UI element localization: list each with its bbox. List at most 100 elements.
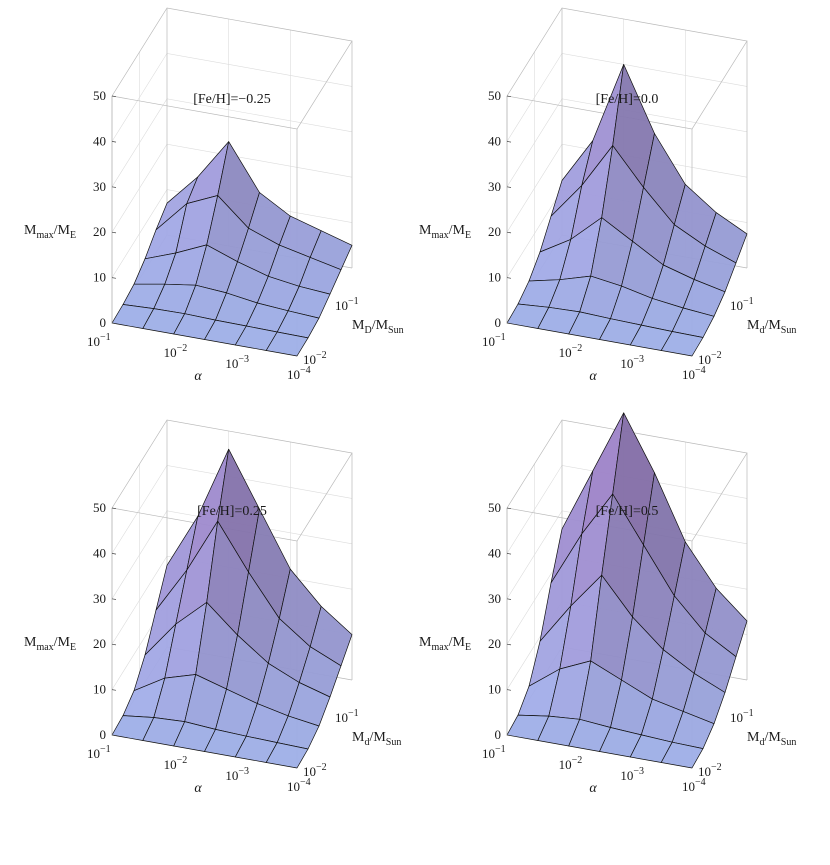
panel-title: [Fe/H]=0.25 [197,504,267,519]
z-tick-mark [111,643,117,646]
y-tick-label: 10−2 [698,762,722,779]
z-tick-label: 10 [488,270,501,285]
x-tick-label: 10−1 [87,332,111,349]
z-tick-label: 20 [93,636,106,651]
z-tick-label: 0 [495,727,502,742]
z-tick-mark [506,507,512,510]
z-tick-mark [111,553,117,555]
z-tick-label: 20 [93,224,106,239]
panel-title: [Fe/H]=−0.25 [193,92,271,107]
x-axis-label: α [194,369,202,384]
z-tick-mark [506,643,512,646]
z-tick-label: 20 [488,224,501,239]
z-tick-mark [111,277,117,279]
x-tick-label: 10−1 [482,744,506,761]
z-tick-label: 10 [93,270,106,285]
z-tick-mark [111,322,117,325]
y-tick-label: 10−2 [698,350,722,367]
surface-panel-fe-h-0-0: [Fe/H]=0.0 0 10 20 30 40 50 Mmax/ME 10−1 10−2 10−3… [419,7,796,384]
z-axis-label: Mmax/ME [419,635,471,653]
z-tick-label: 50 [488,500,501,515]
z-tick-mark [506,186,512,188]
surface-cell [660,741,704,769]
z-tick-mark [111,95,117,98]
z-tick-label: 30 [488,179,501,194]
z-tick-label: 50 [488,88,501,103]
y-axis-label: Md/MSun [747,730,796,748]
z-axis-label: Mmax/ME [24,635,76,653]
surface-mesh [111,141,353,357]
y-tick-label: 10−1 [335,296,359,313]
y-tick-label: 10−2 [303,762,327,779]
x-tick-label: 10−1 [482,332,506,349]
x-tick-label: 10−4 [287,365,311,382]
y-tick-label: 10−1 [335,708,359,725]
z-tick-label: 0 [100,315,107,330]
z-tick-mark [111,231,117,234]
surface-panel-fe-h-minus-0-25: [Fe/H]=−0.2501020304050Mmax/ME10−110−210… [24,7,404,384]
z-tick-mark [111,186,117,188]
box-top-edge [111,7,353,130]
x-tick-label: 10−2 [164,755,188,772]
y-axis-label: MD/MSun [352,318,404,336]
z-tick-label: 20 [488,636,501,651]
x-axis-label: α [589,781,597,796]
surface-mesh [506,412,748,769]
x-tick-label: 10−4 [682,777,706,794]
surface-cell [265,331,309,357]
z-axis-label: Mmax/ME [24,223,76,241]
z-tick-mark [506,553,512,555]
y-tick-label: 10−1 [730,296,754,313]
z-tick-mark [506,277,512,279]
x-tick-label: 10−2 [559,755,583,772]
z-tick-label: 0 [100,727,107,742]
x-tick-label: 10−3 [620,354,644,371]
z-tick-label: 10 [93,682,106,697]
z-tick-mark [506,689,512,691]
surface-panel-fe-h-0-5: [Fe/H]=0.5 0 10 20 30 40 50 Mmax/ME 10−1 10−2 10−3… [419,412,796,796]
y-tick-label: 10−2 [303,350,327,367]
surface-mesh [111,448,353,769]
panel-title: [Fe/H]=0.0 [596,92,659,107]
z-tick-mark [506,734,512,737]
z-tick-label: 30 [488,591,501,606]
y-tick-label: 10−1 [730,708,754,725]
z-tick-label: 10 [488,682,501,697]
z-axis-label: Mmax/ME [419,223,471,241]
surface-cell [660,331,704,357]
x-tick-label: 10−2 [559,343,583,360]
x-axis-label: α [589,369,597,384]
y-axis-label: Md/MSun [352,730,401,748]
z-tick-label: 30 [93,591,106,606]
z-tick-mark [111,734,117,737]
x-tick-label: 10−3 [225,766,249,783]
x-tick-label: 10−2 [164,343,188,360]
surface-mesh [506,64,748,357]
x-tick-label: 10−1 [87,744,111,761]
y-axis-label: Md/MSun [747,318,796,336]
x-tick-label: 10−4 [287,777,311,794]
z-tick-mark [111,507,117,510]
x-tick-label: 10−3 [620,766,644,783]
z-tick-mark [111,689,117,691]
z-tick-label: 50 [93,500,106,515]
surface-cell [265,742,309,769]
z-tick-mark [506,95,512,98]
z-tick-label: 40 [488,545,501,560]
z-tick-mark [111,141,117,143]
x-axis-label: α [194,781,202,796]
z-tick-mark [506,231,512,234]
z-tick-mark [506,322,512,325]
x-tick-label: 10−3 [225,354,249,371]
z-tick-mark [506,141,512,143]
x-tick-label: 10−4 [682,365,706,382]
z-tick-label: 40 [93,545,106,560]
z-tick-label: 40 [93,133,106,148]
z-tick-label: 40 [488,133,501,148]
z-tick-label: 30 [93,179,106,194]
z-tick-label: 0 [495,315,502,330]
z-tick-mark [506,598,512,600]
panel-title: [Fe/H]=0.5 [596,504,659,519]
z-tick-mark [111,598,117,600]
